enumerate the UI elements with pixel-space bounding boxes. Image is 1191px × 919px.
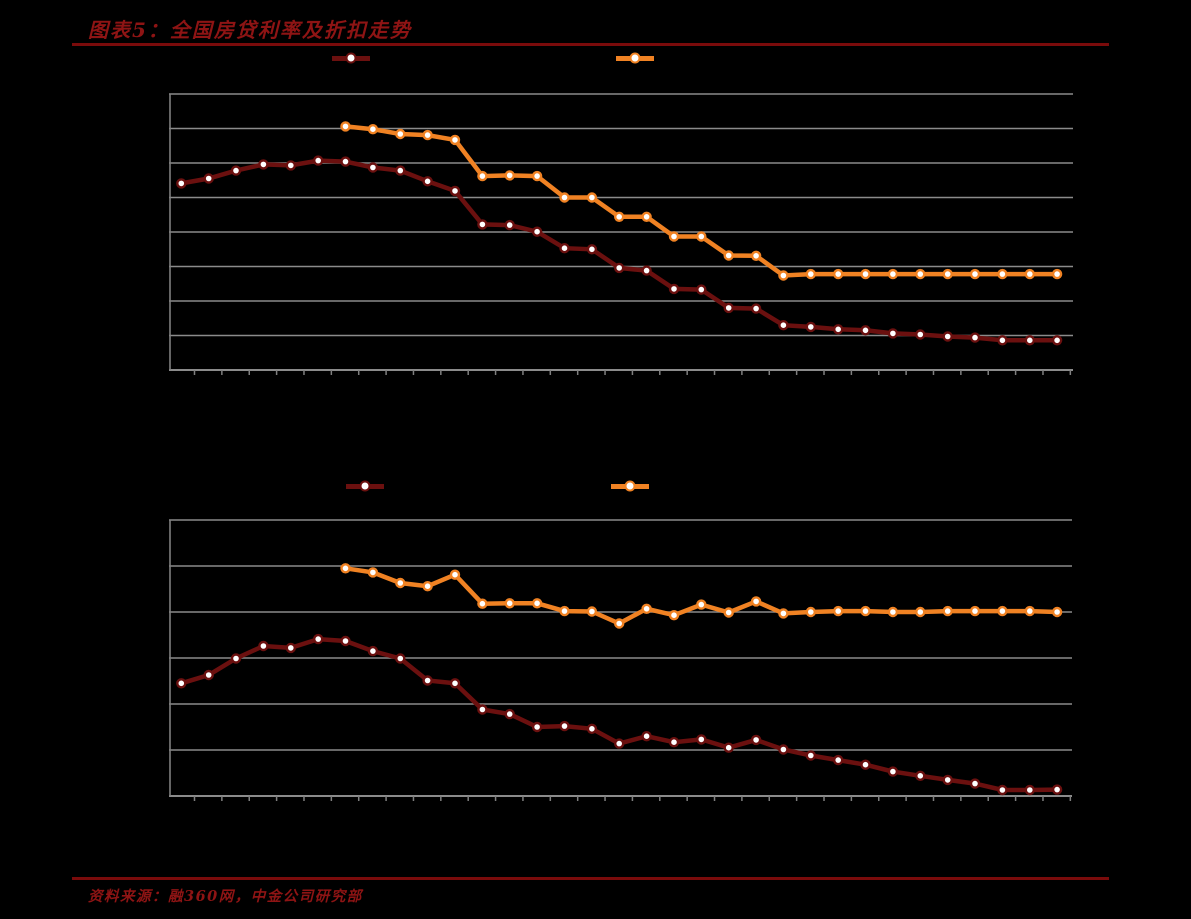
figure-title: 图表5：全国房贷利率及折扣走势 [88, 18, 412, 42]
legend-dot-marker [345, 52, 357, 64]
legend-dot-marker [629, 52, 641, 64]
chart1-legend-marker-orange [616, 51, 654, 65]
chart2-legend-marker-dark-red [346, 479, 384, 493]
footer-divider-rule [72, 877, 1109, 880]
source-note: 资料来源：融360网，中金公司研究部 [88, 888, 363, 905]
legend-dot-marker [624, 480, 636, 492]
chart2-legend-marker-orange [611, 479, 649, 493]
chart2-line-plot [169, 519, 1072, 801]
chart1-line-plot [169, 93, 1073, 375]
legend-dot-marker [359, 480, 371, 492]
title-divider-rule [72, 43, 1109, 46]
chart1-legend-marker-dark-red [332, 51, 370, 65]
